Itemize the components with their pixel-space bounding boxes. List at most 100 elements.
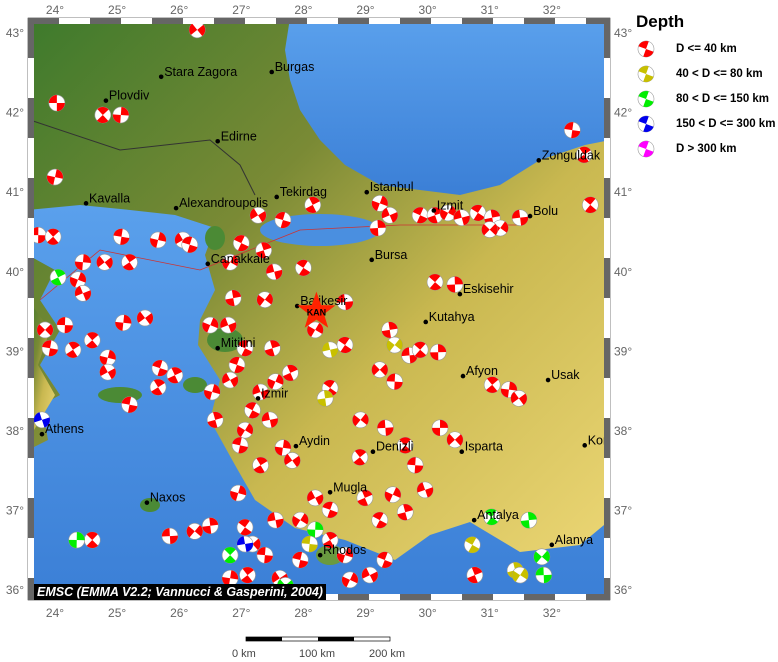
earthquake-beachball: [466, 566, 484, 584]
earthquake-beachball: [321, 341, 339, 359]
city-athens: Athens: [39, 422, 84, 437]
city-usak: Usak: [545, 368, 580, 383]
earthquake-beachball: [267, 373, 284, 390]
beachball-icon: [637, 40, 655, 57]
beachball-icon: [637, 90, 655, 107]
legend-item: 150 < D <= 300 km: [636, 111, 775, 136]
lon-tick-top: 31°: [481, 3, 499, 17]
earthquake-beachball: [511, 209, 529, 226]
earthquake-beachball: [520, 511, 538, 529]
earthquake-beachball: [384, 486, 402, 503]
earthquake-beachball: [256, 546, 274, 564]
city-dot: [173, 205, 179, 211]
city-bursa: Bursa: [369, 248, 408, 263]
earthquake-beachball: [321, 501, 339, 519]
lon-tick-top: 29°: [356, 3, 374, 17]
earthquake-beachball: [221, 546, 239, 564]
earthquake-beachball: [361, 566, 379, 584]
map-area[interactable]: Stara Zagora Burgas Plovdiv Edirne Kavalla Al…: [28, 18, 623, 600]
city-dot: [215, 138, 221, 144]
city-label: Stara Zagora: [164, 65, 237, 79]
earthquake-beachball: [283, 452, 301, 469]
legend-item: D > 300 km: [636, 136, 775, 161]
city-plovdiv: Plovdiv: [103, 89, 150, 103]
city-aydin: Aydin: [293, 434, 330, 449]
lon-tick-top: 32°: [543, 3, 561, 17]
earthquake-beachball: [352, 411, 369, 429]
earthquake-beachball: [371, 361, 389, 379]
earthquake-beachball: [221, 569, 239, 587]
earthquake-beachball: [56, 316, 74, 334]
black-sea: [285, 24, 604, 195]
earthquake-beachball: [535, 566, 553, 584]
city-label: Canakkale: [211, 252, 270, 266]
station-star-icon: [297, 291, 336, 328]
earthquake-beachball: [274, 439, 292, 457]
earthquake-beachball: [341, 571, 359, 589]
earthquake-beachball: [113, 228, 130, 246]
earthquake-beachball: [231, 437, 249, 454]
scale-label-200: 200 km: [369, 648, 406, 660]
city-label: Plovdiv: [109, 89, 150, 103]
earthquake-beachball: [483, 376, 501, 394]
city-dot: [536, 158, 542, 163]
city-dot: [293, 443, 299, 449]
earthquake-events: [34, 24, 599, 594]
earthquake-beachball: [161, 527, 179, 545]
legend-beachball: [637, 40, 655, 57]
earthquake-beachball: [149, 378, 167, 396]
lat-tick-left: 37°: [6, 504, 24, 518]
city-mitilini: Mitilini: [215, 336, 255, 351]
border-line: [34, 120, 256, 196]
city-label: Alexandroupolis: [179, 196, 268, 210]
city-izmit: Izmit: [431, 199, 464, 213]
city-dot: [431, 208, 437, 213]
earthquake-beachball: [206, 411, 224, 429]
lon-tick-top: 26°: [170, 3, 188, 17]
earthquake-beachball: [396, 503, 414, 521]
city-label: Istanbul: [370, 180, 414, 194]
city-konya: Konya: [582, 433, 604, 448]
earthquake-beachball: [224, 289, 242, 307]
lat-tick-left: 42°: [6, 106, 24, 120]
earthquake-beachball: [34, 411, 51, 429]
city-label: Bursa: [375, 248, 408, 262]
city-isparta: Isparta: [459, 440, 503, 454]
city-dot: [39, 431, 45, 437]
earthquake-beachball: [94, 106, 112, 124]
earthquake-beachball: [282, 364, 299, 382]
city-dot: [459, 449, 465, 454]
earthquake-beachball: [291, 551, 309, 569]
city-label: Kavalla: [89, 191, 130, 205]
lat-tick-left: 40°: [6, 265, 24, 279]
earthquake-beachball: [74, 253, 92, 271]
city-edirne: Edirne: [215, 129, 257, 144]
earthquake-beachball: [219, 316, 237, 334]
city-label: Burgas: [275, 60, 315, 74]
earthquake-beachball: [396, 437, 414, 454]
earthquake-beachball: [64, 341, 82, 359]
station-marker[interactable]: KAN: [297, 291, 336, 328]
earthquake-beachball: [69, 271, 87, 289]
earthquake-beachball: [149, 231, 167, 249]
earthquake-beachball: [239, 566, 256, 584]
earthquake-beachball: [96, 253, 113, 271]
lon-tick-bottom: 28°: [294, 606, 312, 620]
legend-label: D <= 40 km: [676, 42, 737, 55]
earthquake-beachball: [44, 228, 62, 246]
earthquake-beachball: [46, 168, 64, 186]
legend-label: 80 < D <= 150 km: [676, 92, 770, 105]
lon-tick-top: 30°: [419, 3, 437, 17]
earthquake-beachball: [304, 196, 322, 214]
lon-tick-bottom: 27°: [232, 606, 250, 620]
earthquake-beachball: [453, 209, 471, 226]
city-dot: [205, 261, 211, 267]
lat-tick-right: 42°: [614, 106, 632, 120]
lat-tick-left: 41°: [6, 185, 24, 199]
earthquake-beachball: [511, 566, 529, 584]
city-label: Antalya: [477, 508, 519, 522]
island: [205, 226, 225, 250]
lon-tick-bottom: 32°: [543, 606, 561, 620]
island: [316, 545, 344, 565]
earthquake-beachball: [371, 511, 389, 529]
